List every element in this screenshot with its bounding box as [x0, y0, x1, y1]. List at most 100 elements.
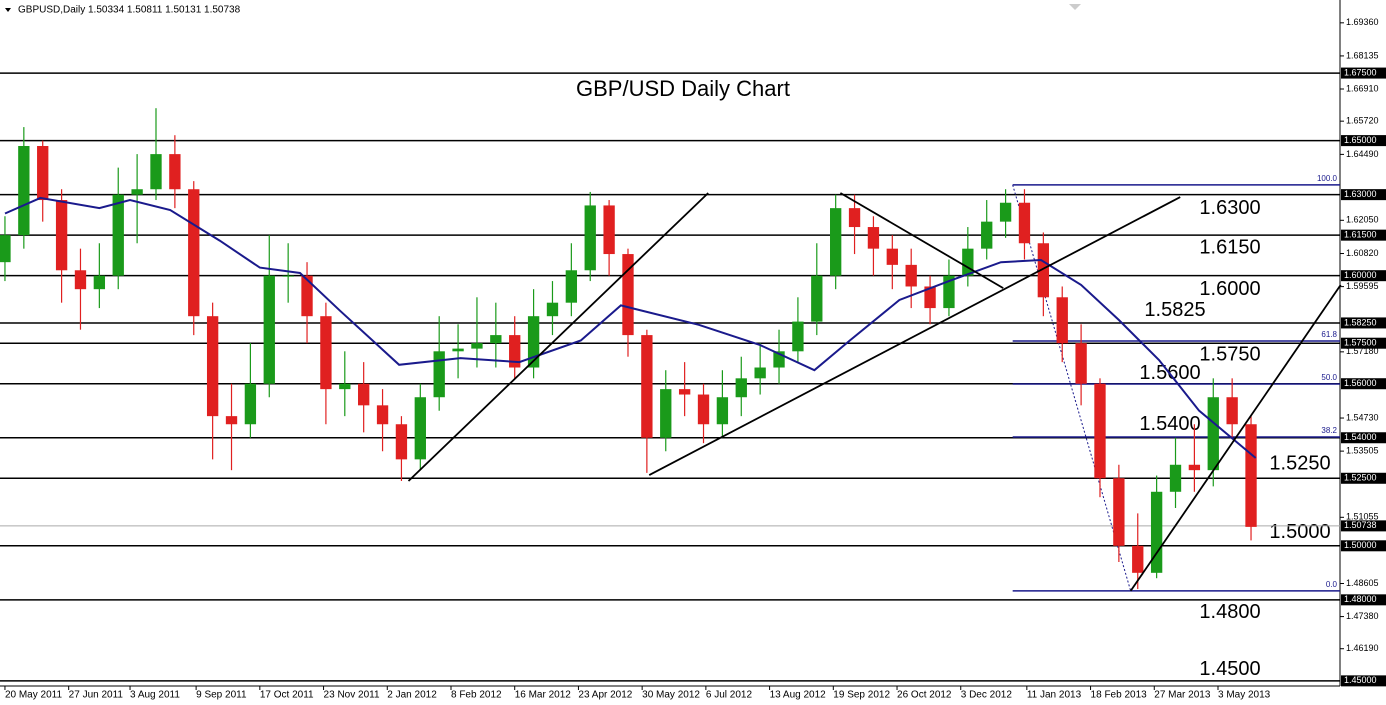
y-tick-label: 1.68135 [1346, 50, 1379, 60]
y-tick-label: 1.57180 [1346, 346, 1379, 356]
level-axis-box [1341, 337, 1386, 349]
current-price-box [1341, 520, 1386, 532]
candle-body [414, 397, 426, 460]
candle-body [641, 335, 653, 438]
candle-body [1245, 424, 1257, 527]
candle-body [962, 248, 974, 276]
trendline [407, 192, 709, 482]
header-quote: 1.50334 1.50811 1.50131 1.50738 [88, 5, 241, 16]
candle-body [886, 248, 898, 265]
candle-body [848, 208, 861, 228]
trendline [648, 196, 1181, 476]
candle-body [678, 389, 691, 395]
x-tick-label: 3 Dec 2012 [961, 690, 1013, 701]
y-tick-label: 1.51055 [1346, 512, 1379, 522]
candle-body [188, 189, 200, 317]
level-axis-box [1341, 675, 1386, 687]
level-axis-box [1341, 540, 1386, 552]
candle-body [376, 405, 389, 425]
candle-body [339, 383, 351, 390]
candle-body [471, 343, 483, 349]
candle-body [1188, 464, 1201, 471]
level-axis-box [1341, 135, 1386, 147]
level-label: 1.5400 [1139, 413, 1200, 435]
candle-body [452, 348, 464, 352]
level-label: 1.5750 [1199, 343, 1260, 365]
y-tick-label: 1.53505 [1346, 445, 1379, 455]
y-tick-label: 1.59595 [1346, 281, 1379, 291]
y-tick-label: 1.46190 [1346, 643, 1379, 653]
candle-body [527, 316, 540, 368]
candle-body [1094, 383, 1106, 479]
level-label: 1.5000 [1269, 521, 1330, 543]
candle-body [301, 275, 313, 317]
y-tick-label: 1.62050 [1346, 215, 1379, 225]
candle-body [150, 154, 162, 190]
y-tick-label: 1.69360 [1346, 17, 1379, 27]
x-tick-label: 2 Jan 2012 [387, 690, 437, 701]
candle-body [433, 351, 445, 398]
y-tick-label: 1.60820 [1346, 248, 1379, 258]
candle-body [395, 424, 408, 460]
candle-body [320, 316, 332, 390]
level-axis-box [1341, 472, 1386, 484]
candle-body [1037, 243, 1050, 298]
candle-body [943, 275, 955, 309]
x-tick-label: 23 Nov 2011 [324, 690, 380, 701]
level-label: 1.6150 [1199, 236, 1260, 258]
candle-body [93, 275, 106, 290]
current-price-label: 1.50738 [1344, 520, 1377, 530]
x-tick-label: 8 Feb 2012 [451, 690, 502, 701]
candle-body [74, 270, 87, 290]
x-tick-label: 9 Sep 2011 [196, 690, 247, 701]
fib-label: 100.0 [1317, 174, 1338, 183]
x-tick-label: 3 Aug 2011 [130, 690, 180, 701]
candle-body [1056, 297, 1068, 344]
candle-body [773, 351, 785, 368]
candle-body [811, 275, 823, 322]
level-axis-label: 1.57500 [1344, 338, 1377, 348]
candle-body [206, 316, 219, 417]
candle-body [131, 189, 143, 195]
fib-label: 61.8 [1321, 330, 1337, 339]
candle-body [1018, 202, 1031, 244]
level-label: 1.6000 [1199, 278, 1260, 300]
level-axis-label: 1.56000 [1344, 378, 1377, 388]
candle-body [1226, 397, 1238, 425]
candle-body [565, 270, 578, 303]
level-axis-label: 1.65000 [1344, 135, 1377, 145]
level-axis-box [1341, 317, 1386, 329]
candle-body [792, 321, 804, 352]
y-tick-label: 1.47380 [1346, 611, 1379, 621]
x-tick-label: 18 Feb 2013 [1091, 690, 1148, 701]
candle-body [924, 286, 936, 309]
trendline [839, 192, 1004, 289]
candle-body [999, 202, 1012, 222]
candle-body [509, 335, 521, 368]
candle-body [55, 200, 68, 271]
fib-label: 38.2 [1321, 426, 1337, 435]
candle-body [490, 335, 502, 344]
level-axis-label: 1.52500 [1344, 473, 1377, 483]
candle-body [225, 416, 238, 425]
shift-marker [1069, 4, 1081, 10]
candle-body [867, 227, 880, 249]
y-tick-label: 1.66910 [1346, 83, 1379, 93]
candle-body [37, 146, 49, 201]
candle-body [282, 275, 294, 277]
x-tick-label: 27 Mar 2013 [1154, 690, 1211, 701]
candle-body [622, 254, 634, 336]
candle-body [1207, 397, 1219, 471]
level-axis-label: 1.63000 [1344, 189, 1377, 199]
fib-label: 50.0 [1321, 373, 1337, 382]
candle-body [263, 275, 275, 384]
x-tick-label: 20 May 2011 [5, 690, 63, 701]
level-label: 1.4800 [1199, 601, 1260, 623]
candle-body [0, 235, 11, 263]
candle-body [905, 264, 917, 287]
x-tick-label: 17 Oct 2011 [260, 690, 314, 701]
y-tick-label: 1.54730 [1346, 412, 1379, 422]
